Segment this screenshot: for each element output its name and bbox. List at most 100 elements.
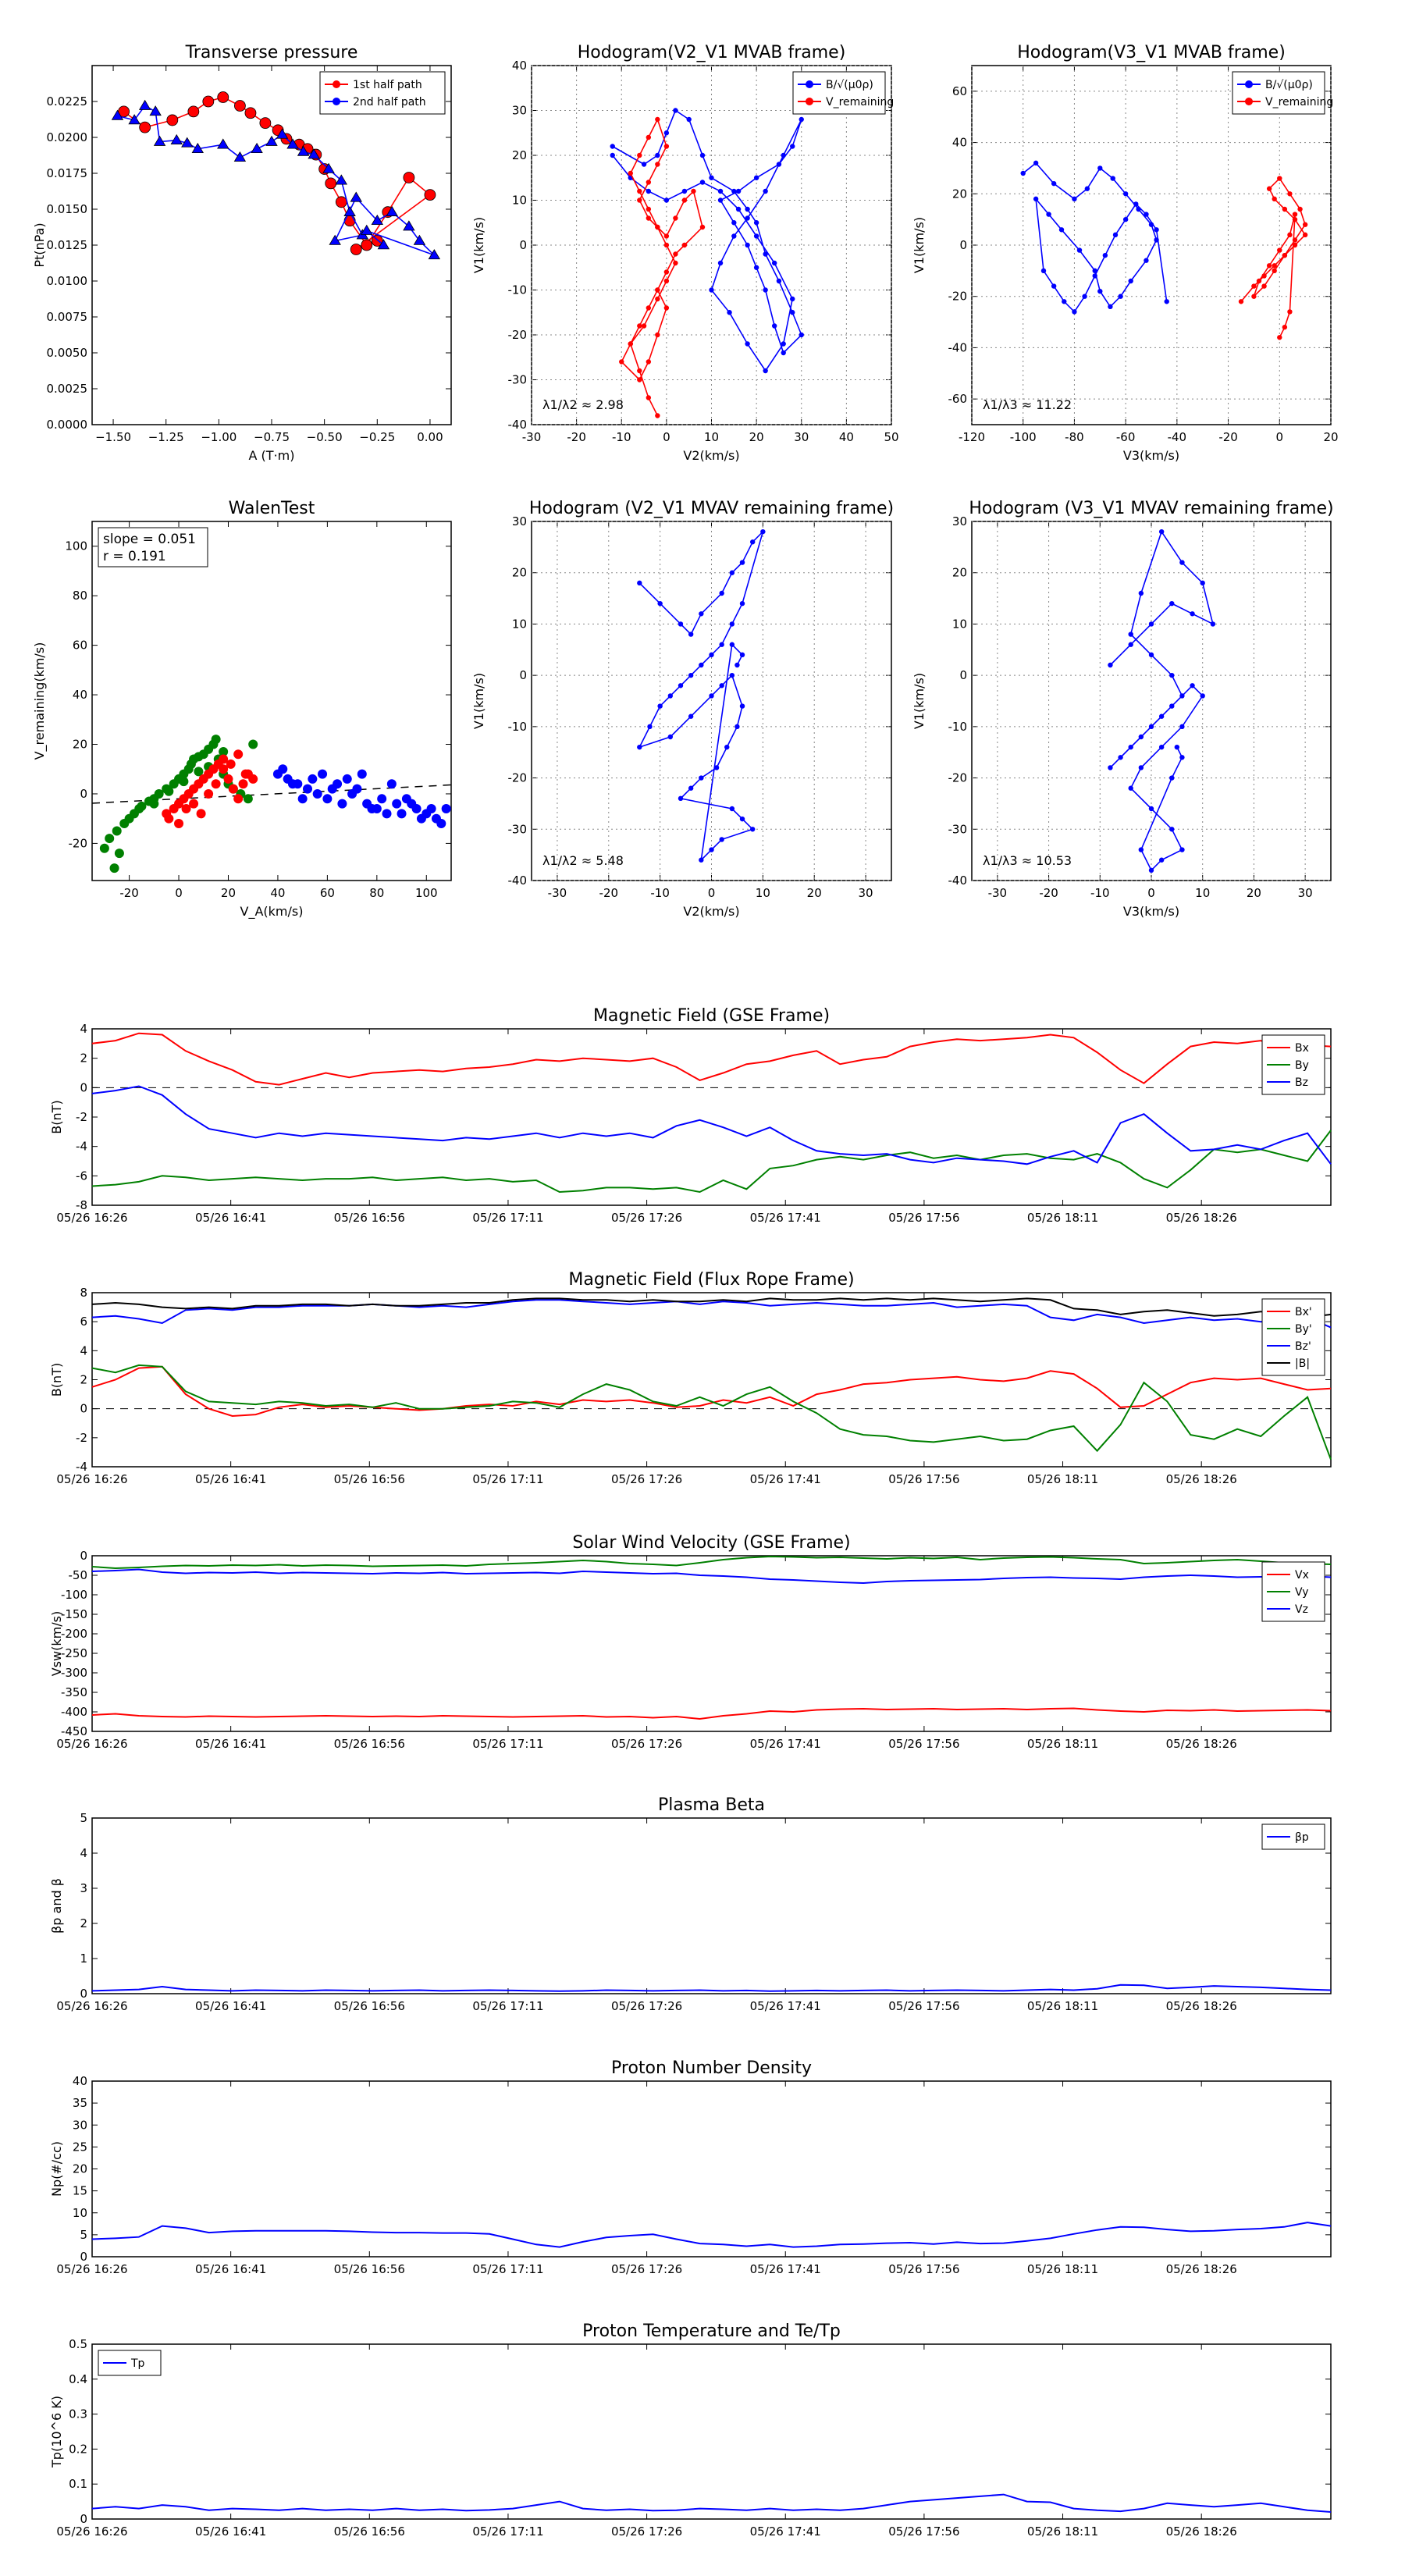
y-tick-label: 0.5 bbox=[69, 2337, 87, 2351]
y-axis-label: Np(#/cc) bbox=[49, 2141, 64, 2197]
data-point bbox=[628, 170, 633, 176]
data-point bbox=[1136, 206, 1141, 212]
data-point bbox=[1256, 278, 1262, 284]
x-tick-label: 0 bbox=[1147, 886, 1155, 900]
x-tick-label: 05/26 16:56 bbox=[334, 1999, 405, 2013]
data-point bbox=[628, 341, 633, 347]
y-tick-label: 0 bbox=[80, 2250, 87, 2264]
data-point bbox=[781, 341, 786, 347]
data-point bbox=[1097, 288, 1103, 294]
y-tick-label: 30 bbox=[952, 514, 967, 528]
y-tick-label: 0.3 bbox=[69, 2407, 87, 2421]
data-point bbox=[1302, 232, 1308, 238]
data-point bbox=[1110, 176, 1115, 181]
data-point bbox=[181, 137, 194, 148]
data-point bbox=[350, 244, 362, 255]
data-point bbox=[749, 827, 756, 832]
y-tick-label: 100 bbox=[65, 539, 87, 553]
x-tick-label: 05/26 17:11 bbox=[472, 1737, 543, 1751]
y-axis-label: B(nT) bbox=[49, 1363, 64, 1397]
data-point bbox=[109, 863, 119, 873]
x-tick-label: 05/26 16:56 bbox=[334, 1737, 405, 1751]
y-tick-label: 0 bbox=[519, 238, 527, 252]
x-tick-label: 05/26 18:26 bbox=[1166, 1211, 1237, 1225]
series-line bbox=[91, 1299, 1332, 1329]
data-point bbox=[735, 724, 740, 730]
y-tick-label: 0.2 bbox=[69, 2442, 87, 2456]
data-point bbox=[647, 724, 653, 730]
data-point bbox=[1108, 765, 1113, 770]
data-point bbox=[699, 775, 704, 781]
x-tick-label: 0 bbox=[708, 886, 716, 900]
data-point bbox=[287, 779, 297, 789]
series-line bbox=[91, 2222, 1332, 2248]
data-point bbox=[713, 765, 720, 770]
data-point bbox=[646, 305, 652, 311]
data-point bbox=[105, 834, 115, 844]
chart-title: Proton Number Density bbox=[611, 2058, 812, 2078]
x-tick-label: 05/26 17:11 bbox=[472, 1472, 543, 1486]
data-point bbox=[1128, 632, 1133, 637]
data-point bbox=[1174, 744, 1180, 750]
data-point bbox=[1158, 713, 1165, 719]
data-point bbox=[729, 570, 735, 575]
series-line bbox=[91, 1130, 1332, 1194]
chart-title: Proton Temperature and Te/Tp bbox=[582, 2322, 841, 2341]
data-point bbox=[1169, 703, 1175, 709]
data-point bbox=[1266, 263, 1272, 269]
data-point bbox=[1282, 252, 1288, 258]
data-point bbox=[343, 205, 356, 216]
series-line bbox=[91, 2493, 1332, 2513]
x-tick-label: 05/26 16:56 bbox=[334, 1211, 405, 1225]
data-point bbox=[322, 794, 333, 804]
data-point bbox=[217, 91, 229, 103]
data-point bbox=[312, 788, 322, 799]
x-tick-label: 05/26 17:56 bbox=[888, 1211, 959, 1225]
data-point bbox=[1128, 744, 1133, 750]
legend-label: Bx bbox=[1295, 1042, 1309, 1055]
y-tick-label: 0 bbox=[80, 1987, 87, 2001]
data-point bbox=[663, 130, 670, 136]
y-axis-label: V1(km/s) bbox=[912, 673, 927, 729]
x-tick-label: 05/26 17:11 bbox=[472, 2524, 543, 2539]
y-tick-label: 0 bbox=[80, 2512, 87, 2526]
x-tick-label: 05/26 17:26 bbox=[611, 1737, 682, 1751]
series-line bbox=[91, 1568, 1332, 1585]
y-tick-label: -10 bbox=[508, 720, 528, 734]
data-point bbox=[1238, 299, 1244, 304]
data-point bbox=[763, 251, 768, 257]
data-point bbox=[717, 197, 724, 203]
data-point bbox=[1092, 273, 1097, 279]
y-tick-label: 0 bbox=[80, 787, 87, 801]
data-point bbox=[1287, 191, 1293, 197]
series-line bbox=[612, 109, 802, 372]
data-point bbox=[426, 804, 436, 813]
y-tick-label: -6 bbox=[76, 1169, 87, 1183]
data-point bbox=[709, 175, 714, 180]
chart-4: WalenTest -20 0 20 40 60 80 100 -20 0 20 40 60 80 100 V… bbox=[32, 499, 452, 920]
data-point bbox=[745, 242, 750, 248]
data-point bbox=[709, 847, 714, 852]
data-point bbox=[1282, 206, 1288, 212]
data-point bbox=[1272, 268, 1277, 274]
data-point bbox=[655, 162, 660, 167]
data-point bbox=[719, 590, 724, 596]
x-tick-label: -10 bbox=[650, 886, 670, 900]
x-tick-label: -100 bbox=[1010, 430, 1037, 444]
data-point bbox=[727, 310, 732, 315]
data-point bbox=[164, 786, 174, 796]
y-tick-label: -20 bbox=[508, 771, 528, 785]
data-point bbox=[407, 799, 417, 809]
x-tick-label: 0.00 bbox=[417, 430, 443, 444]
data-point bbox=[1128, 278, 1133, 284]
data-point bbox=[1272, 263, 1277, 269]
legend-label: Vx bbox=[1295, 1569, 1309, 1582]
series-0 bbox=[637, 528, 766, 863]
y-tick-label: -30 bbox=[948, 822, 968, 836]
data-point bbox=[678, 795, 684, 802]
data-point bbox=[771, 323, 777, 329]
plot-area bbox=[91, 65, 452, 425]
data-point bbox=[663, 278, 670, 284]
data-point bbox=[322, 162, 335, 173]
data-point bbox=[729, 806, 735, 812]
